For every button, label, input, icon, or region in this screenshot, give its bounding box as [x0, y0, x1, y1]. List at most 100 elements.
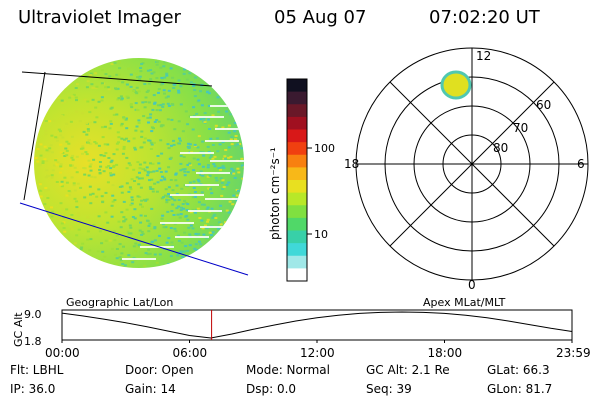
polar-lat-60: 60 [536, 98, 551, 112]
image-pixel [75, 83, 79, 86]
image-pixel [230, 136, 234, 139]
image-pixel [197, 163, 201, 166]
image-streak [215, 128, 244, 130]
image-pixel [184, 110, 188, 113]
image-pixel [216, 150, 220, 153]
image-pixel [44, 133, 48, 136]
image-pixel [89, 238, 93, 241]
image-pixel [60, 167, 64, 170]
image-pixel [183, 68, 186, 71]
image-pixel [75, 206, 79, 209]
colorbar-band [287, 79, 307, 93]
image-pixel [185, 209, 189, 212]
image-pixel [112, 173, 116, 176]
image-pixel [149, 148, 153, 150]
image-pixel [43, 145, 47, 148]
colorbar-band [287, 142, 307, 156]
image-pixel [167, 147, 171, 150]
image-pixel [191, 208, 195, 211]
colorbar: 100 10 photon cm⁻²s⁻¹ [268, 78, 335, 282]
image-pixel [82, 167, 86, 169]
image-pixel [59, 134, 63, 137]
image-pixel [148, 222, 152, 225]
image-pixel [162, 176, 166, 179]
image-pixel [89, 163, 93, 166]
image-pixel [196, 158, 200, 161]
image-pixel [59, 143, 63, 146]
image-pixel [218, 221, 221, 224]
image-pixel [75, 234, 79, 237]
image-pixel [144, 96, 148, 99]
image-pixel [199, 170, 203, 173]
image-pixel [160, 76, 164, 79]
image-pixel [85, 86, 89, 89]
image-pixel [197, 201, 201, 204]
image-pixel [220, 194, 224, 197]
image-pixel [203, 112, 207, 115]
image-pixel [164, 226, 168, 229]
image-pixel [218, 143, 222, 146]
image-pixel [108, 75, 112, 78]
image-pixel [140, 135, 144, 138]
image-pixel [193, 89, 197, 91]
image-pixel [206, 206, 210, 209]
image-pixel [151, 162, 155, 165]
image-pixel [41, 160, 45, 163]
image-pixel [218, 168, 222, 171]
image-pixel [157, 91, 160, 94]
image-pixel [55, 139, 59, 142]
image-pixel [151, 240, 155, 243]
image-pixel [146, 253, 150, 256]
image-pixel [159, 139, 163, 142]
image-pixel [76, 182, 80, 185]
image-pixel [174, 173, 178, 176]
image-pixel [120, 137, 124, 140]
image-pixel [67, 142, 71, 145]
ip-value: IP: 36.0 [10, 382, 56, 396]
image-pixel [96, 250, 100, 253]
image-pixel [100, 242, 104, 245]
image-streak [190, 116, 224, 118]
image-pixel [138, 75, 142, 78]
time-label: 07:02:20 UT [429, 7, 540, 28]
image-pixel [117, 136, 121, 139]
image-pixel [169, 67, 173, 70]
image-pixel [186, 70, 190, 73]
image-pixel [141, 101, 145, 104]
image-pixel [150, 178, 154, 181]
image-pixel [166, 118, 170, 121]
image-pixel [184, 215, 188, 218]
image-pixel [202, 117, 206, 120]
colorbar-band [287, 104, 307, 118]
image-streak [175, 236, 209, 238]
altitude-series-line [61, 311, 573, 339]
image-pixel [166, 102, 170, 105]
image-pixel [221, 188, 225, 190]
image-pixel [133, 148, 137, 151]
image-pixel [110, 215, 114, 218]
image-pixel [70, 135, 74, 138]
image-pixel [143, 83, 147, 85]
image-pixel [141, 205, 144, 208]
image-pixel [134, 102, 138, 105]
image-pixel [124, 218, 128, 221]
image-pixel [68, 96, 72, 99]
image-pixel [170, 144, 173, 147]
image-pixel [156, 104, 160, 107]
image-pixel [196, 146, 200, 149]
image-pixel [162, 89, 166, 92]
image-pixel [211, 114, 215, 117]
image-pixel [36, 160, 40, 163]
image-pixel [142, 141, 146, 144]
image-pixel [138, 78, 142, 81]
image-pixel [119, 95, 123, 98]
image-pixel [125, 83, 129, 86]
image-pixel [227, 146, 231, 149]
image-pixel [167, 193, 170, 195]
image-pixel [195, 112, 199, 115]
image-pixel [201, 227, 205, 230]
image-pixel [59, 183, 63, 186]
image-pixel [131, 261, 135, 264]
image-pixel [233, 176, 237, 179]
image-pixel [194, 232, 198, 235]
